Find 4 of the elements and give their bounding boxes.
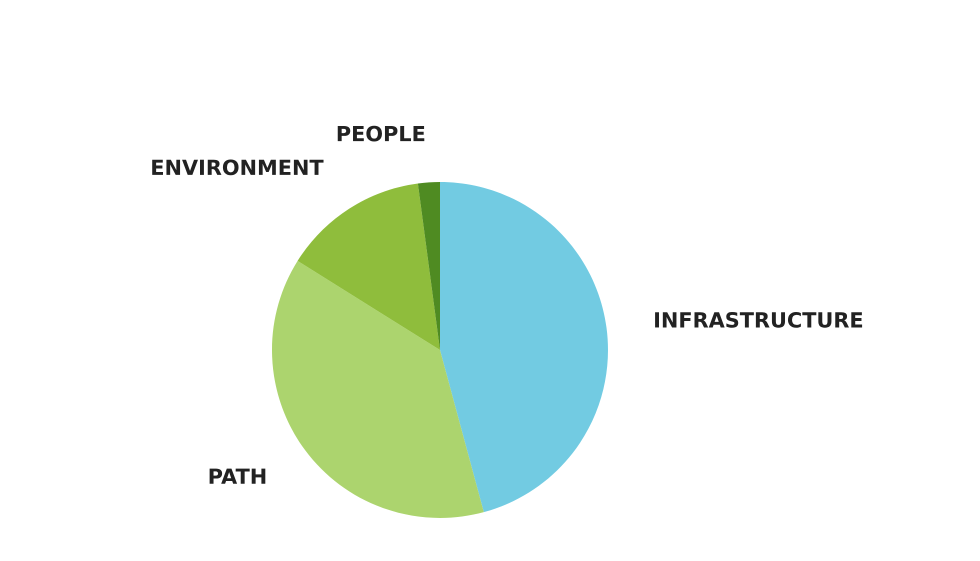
- slice-label: ENVIRONMENT: [152, 159, 324, 176]
- slice-label: PEOPLE: [338, 126, 424, 142]
- slice-label: INFRASTRUCTURE: [655, 312, 862, 328]
- slice-label: PATH: [210, 468, 266, 484]
